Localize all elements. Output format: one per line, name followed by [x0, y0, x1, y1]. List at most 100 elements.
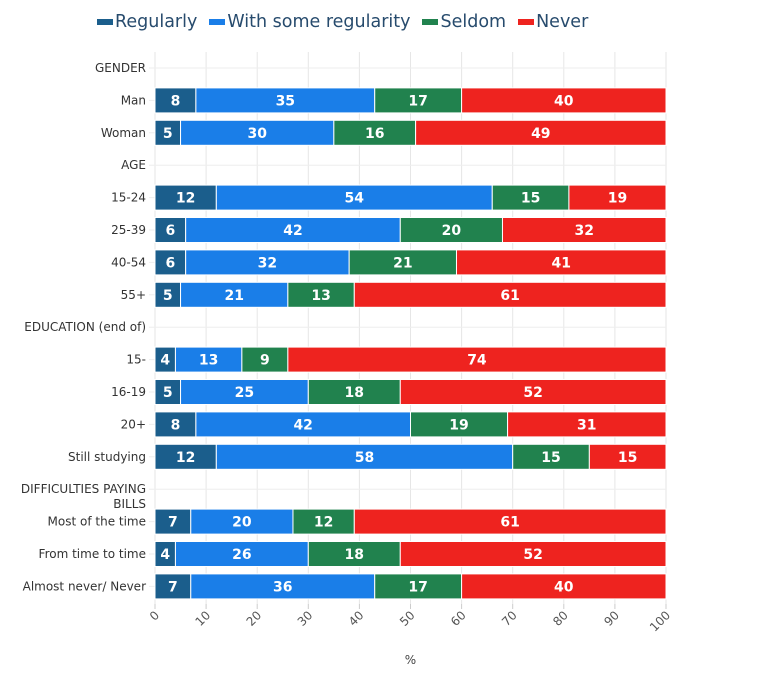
legend-item-with-some-regularity[interactable]: With some regularity — [209, 12, 410, 32]
data-label-almost-never-never-seldom: 17 — [408, 579, 427, 595]
category-label-education-end-of: EDUCATION (end of) — [24, 320, 146, 334]
bar-from-time-to-time-never[interactable] — [399, 541, 667, 567]
data-label-most-of-the-time-with-some-regularity: 20 — [232, 515, 252, 531]
category-label-from-time-to-time: From time to time — [39, 547, 146, 561]
data-label-20-regularly: 8 — [171, 417, 181, 433]
tick-label-20: 20 — [244, 608, 265, 629]
category-label-still-studying: Still studying — [68, 450, 146, 464]
category-label-15-24: 15-24 — [111, 191, 146, 205]
data-label-man-seldom: 17 — [408, 93, 427, 109]
category-label-gender: GENDER — [95, 61, 146, 75]
bar-woman-regularly[interactable] — [154, 119, 182, 146]
data-label-15-never: 74 — [467, 353, 487, 369]
tick-label-50: 50 — [397, 608, 418, 629]
data-label-woman-with-some-regularity: 30 — [247, 126, 267, 142]
bar-25-39-never[interactable] — [501, 217, 667, 243]
data-label-55-never: 61 — [500, 288, 519, 304]
bar-40-54-never[interactable] — [455, 249, 667, 276]
bar-almost-never-never-never[interactable] — [461, 573, 667, 600]
tick-label-0: 0 — [147, 608, 162, 623]
bar-woman-seldom[interactable] — [333, 119, 417, 146]
category-label-age: AGE — [121, 158, 146, 172]
legend-label-with-some-regularity: With some regularity — [227, 12, 411, 32]
bar-from-time-to-time-with-some-regularity[interactable] — [174, 541, 309, 567]
data-label-from-time-to-time-regularly: 4 — [160, 547, 170, 563]
bar-15-24-regularly[interactable] — [154, 184, 217, 211]
legend-item-seldom[interactable]: Seldom — [422, 12, 506, 32]
bar-16-19-never[interactable] — [399, 379, 667, 405]
legend-label-seldom: Seldom — [440, 12, 507, 32]
data-label-from-time-to-time-never: 52 — [523, 547, 542, 563]
bar-15-24-never[interactable] — [568, 184, 667, 211]
bar-16-19-with-some-regularity[interactable] — [180, 379, 309, 405]
bar-man-regularly[interactable] — [154, 87, 197, 114]
legend-swatch-seldom — [422, 19, 439, 25]
data-label-most-of-the-time-never: 61 — [500, 515, 519, 531]
bar-55-with-some-regularity[interactable] — [180, 281, 289, 308]
x-axis: 0 10 20 30 40 50 60 70 80 90 100 — [147, 604, 673, 634]
bar-15-24-seldom[interactable] — [491, 184, 570, 211]
category-label-line: BILLS — [113, 497, 146, 511]
bar-most-of-the-time-regularly[interactable] — [154, 508, 192, 535]
bar-20-with-some-regularity[interactable] — [195, 411, 411, 438]
bar-most-of-the-time-with-some-regularity[interactable] — [190, 508, 294, 535]
bar-55-never[interactable] — [353, 281, 667, 308]
bar-15-never[interactable] — [287, 346, 667, 373]
data-label-15-with-some-regularity: 13 — [199, 353, 218, 369]
data-label-16-19-regularly: 5 — [163, 385, 173, 401]
data-label-25-39-never: 32 — [574, 223, 593, 239]
bar-woman-with-some-regularity[interactable] — [180, 119, 335, 146]
bar-20-regularly[interactable] — [154, 411, 197, 438]
bar-16-19-seldom[interactable] — [307, 379, 401, 405]
bar-20-never[interactable] — [507, 411, 667, 438]
category-label-16-19: 16-19 — [111, 385, 146, 399]
bar-15-24-with-some-regularity[interactable] — [215, 184, 493, 211]
bar-55-regularly[interactable] — [154, 281, 182, 308]
bar-almost-never-never-regularly[interactable] — [154, 573, 192, 600]
data-label-from-time-to-time-seldom: 18 — [345, 547, 364, 563]
bar-15-seldom[interactable] — [241, 346, 289, 373]
bar-man-never[interactable] — [461, 87, 667, 114]
data-label-woman-regularly: 5 — [163, 126, 173, 142]
data-label-15-24-never: 19 — [608, 191, 627, 207]
legend-item-never[interactable]: Never — [518, 12, 588, 32]
category-label-55: 55+ — [121, 288, 146, 302]
legend-swatch-with-some-regularity — [209, 19, 226, 25]
data-label-15-24-regularly: 12 — [176, 191, 195, 207]
bar-man-seldom[interactable] — [374, 87, 463, 114]
bar-almost-never-never-seldom[interactable] — [374, 573, 463, 600]
bar-most-of-the-time-never[interactable] — [353, 508, 667, 535]
tick-label-80: 80 — [550, 608, 571, 629]
data-label-man-with-some-regularity: 35 — [276, 93, 295, 109]
tick-label-40: 40 — [346, 608, 367, 629]
bar-20-seldom[interactable] — [410, 411, 509, 438]
data-label-most-of-the-time-seldom: 12 — [314, 515, 333, 531]
bar-woman-never[interactable] — [415, 119, 667, 146]
bar-man-with-some-regularity[interactable] — [195, 87, 376, 114]
category-label-25-39: 25-39 — [111, 223, 146, 237]
category-label-15: 15- — [126, 353, 146, 367]
data-label-55-regularly: 5 — [163, 288, 173, 304]
data-label-16-19-with-some-regularity: 25 — [235, 385, 254, 401]
category-label-man: Man — [121, 93, 146, 107]
data-label-man-regularly: 8 — [171, 93, 181, 109]
legend-item-regularly[interactable]: Regularly — [97, 12, 197, 32]
bar-from-time-to-time-seldom[interactable] — [307, 541, 401, 567]
data-label-40-54-seldom: 21 — [393, 255, 412, 271]
data-label-20-seldom: 19 — [449, 417, 468, 433]
data-label-25-39-regularly: 6 — [165, 223, 175, 239]
bar-almost-never-never-with-some-regularity[interactable] — [190, 573, 376, 600]
data-label-still-studying-never: 15 — [618, 450, 637, 466]
data-label-woman-seldom: 16 — [365, 126, 384, 142]
bar-40-54-with-some-regularity[interactable] — [185, 249, 350, 276]
category-label-difficulties-paying-bills: DIFFICULTIES PAYING BILLS — [21, 482, 146, 511]
tick-label-100: 100 — [647, 608, 673, 634]
legend-label-never: Never — [536, 12, 589, 32]
tick-label-10: 10 — [193, 608, 214, 629]
bar-still-studying-seldom[interactable] — [512, 443, 590, 470]
data-label-55-with-some-regularity: 21 — [224, 288, 243, 304]
bar-still-studying-with-some-regularity[interactable] — [215, 443, 514, 470]
data-label-40-54-regularly: 6 — [165, 255, 175, 271]
bar-55-seldom[interactable] — [287, 281, 355, 308]
bar-still-studying-never[interactable] — [588, 443, 667, 470]
